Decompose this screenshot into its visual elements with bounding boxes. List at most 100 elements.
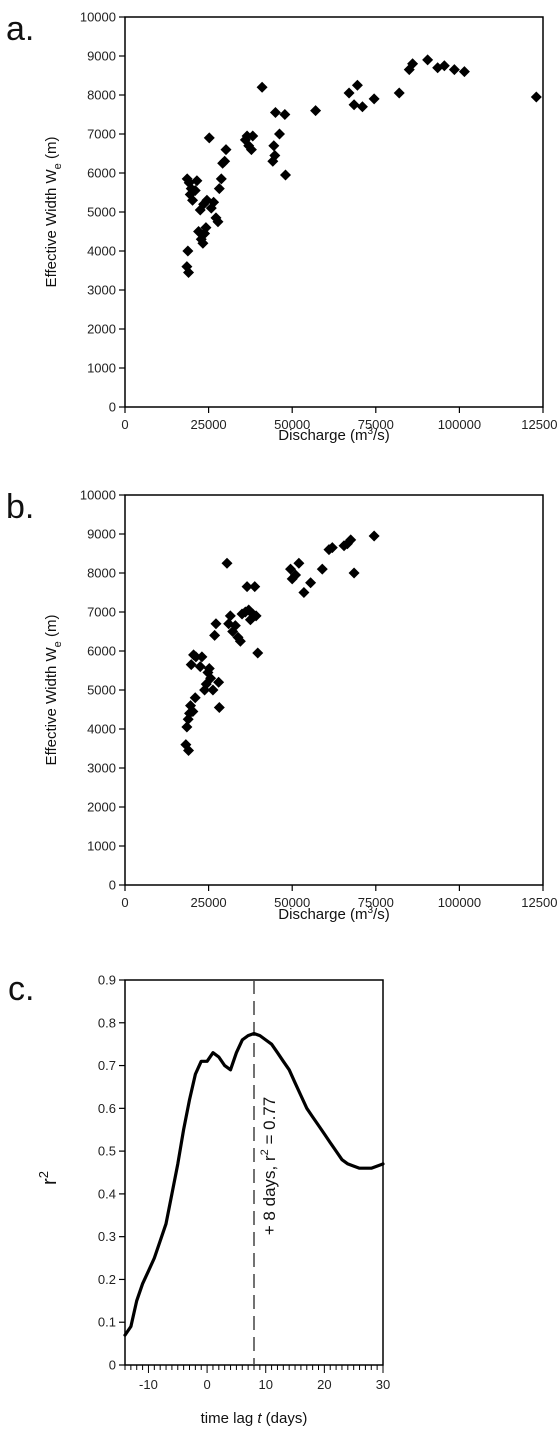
panel-b-data-point xyxy=(205,672,217,684)
panel-a-y-tick-label: 0 xyxy=(109,400,116,415)
panel-b-x-axis-label-sup: 3 xyxy=(367,905,373,916)
panel-b-data-point xyxy=(181,721,193,733)
panel-a-data-point xyxy=(458,66,470,78)
panel-c-x-axis-label-main: time lag xyxy=(201,1410,258,1427)
panel-a-data-point xyxy=(182,245,194,257)
panel-a-points xyxy=(181,54,542,278)
panel-c-peak-annotation-main: + 8 days, r xyxy=(260,1155,279,1235)
panel-c-x-tick-label: 0 xyxy=(203,1377,210,1392)
panel-a-y-tick-label: 9000 xyxy=(87,49,116,64)
panel-a-x-axis-label-tail: /s) xyxy=(373,427,390,444)
panel-a-y-axis-label: Effective Width We (m) xyxy=(43,137,64,288)
panel-a-data-point xyxy=(220,144,232,156)
panel-c-x-tick-label: 30 xyxy=(376,1377,390,1392)
panel-c-axes: 0 0.1 0.2 0.3 0.4 0.5 0.6 0.7 0.8 0.9 -10 0 10 20 30 xyxy=(98,973,390,1393)
panel-b-data-point xyxy=(368,530,380,542)
panel-b-data-point xyxy=(213,676,225,688)
panel-c-letter: c. xyxy=(8,970,34,1008)
panel-c-x-tick-label: -10 xyxy=(139,1377,158,1392)
panel-a-letter: a. xyxy=(6,10,34,48)
panel-b-x-axis-label-main: Discharge (m xyxy=(278,906,367,923)
panel-a-data-point xyxy=(310,105,322,117)
panel-a-data-point xyxy=(197,237,209,249)
panel-a-data-point xyxy=(356,101,368,113)
panel-a-x-tick-label: 25000 xyxy=(191,417,227,432)
panel-c-y-axis-label: r2 xyxy=(36,1171,61,1185)
panel-b-y-axis-label-sub: e xyxy=(52,641,64,647)
panel-b-data-point xyxy=(194,661,206,673)
panel-a-x-axis-label-sup: 3 xyxy=(367,426,373,437)
panel-b-data-point xyxy=(298,587,310,598)
panel-a-data-point xyxy=(215,173,227,185)
panel-b-data-point xyxy=(196,651,208,663)
panel-a-y-tick-label: 3000 xyxy=(87,283,116,298)
panel-a-data-point xyxy=(348,99,360,111)
panel-c-y-tick-label: 0.3 xyxy=(98,1229,116,1244)
panel-a-frame xyxy=(124,16,544,408)
panel-c-y-tick-label: 0.1 xyxy=(98,1315,116,1330)
panel-a-data-point xyxy=(530,91,542,103)
scatter-panel-a: a. 0 1000 2000 3000 4000 5000 6000 7000 8000 9000… xyxy=(6,10,558,445)
panel-b-y-axis-label-tail: (m) xyxy=(43,615,60,642)
panel-b-data-point xyxy=(326,542,338,554)
panel-a-data-point xyxy=(448,64,460,76)
panel-a-x-axis-label-main: Discharge (m xyxy=(278,427,367,444)
panel-b-data-point xyxy=(249,581,261,593)
panel-b-y-axis-label-main: Effective Width W xyxy=(43,647,60,766)
panel-b-y-tick-label: 8000 xyxy=(87,566,116,581)
line-panel-c: c. 0 0.1 0.2 0.3 0.4 0.5 0.6 0.7 0.8 0.9 -10 0 10 20 3… xyxy=(8,970,390,1427)
panel-c-x-axis-label-italic: t xyxy=(257,1410,262,1427)
panel-a-y-tick-label: 10000 xyxy=(80,10,116,25)
panel-a-data-point xyxy=(343,87,355,99)
panel-a-data-point xyxy=(268,140,280,152)
panel-a-y-tick-label: 1000 xyxy=(87,361,116,376)
panel-b-x-tick-label: 75000 xyxy=(358,895,394,910)
panel-a-data-point xyxy=(219,155,231,167)
panel-b-data-point xyxy=(210,618,222,630)
panel-a-y-tick-label: 5000 xyxy=(87,205,116,220)
panel-a-data-point xyxy=(273,128,285,140)
panel-b-data-point xyxy=(234,635,246,647)
panel-b-x-axis-label: Discharge (m3/s) xyxy=(278,905,389,923)
panel-b-y-tick-label: 3000 xyxy=(87,761,116,776)
panel-c-y-tick-label: 0.9 xyxy=(98,973,116,988)
panel-c-y-tick-label: 0.2 xyxy=(98,1272,116,1287)
panel-a-x-tick-label: 100000 xyxy=(438,417,481,432)
panel-a-y-tick-label: 4000 xyxy=(87,244,116,259)
panel-b-y-axis-label: Effective Width We (m) xyxy=(43,615,64,766)
panel-b-data-point xyxy=(189,692,201,704)
panel-b-data-point xyxy=(224,610,236,622)
panel-b-x-tick-label: 50000 xyxy=(274,895,310,910)
panel-c-y-tick-label: 0.4 xyxy=(98,1186,116,1201)
panel-b-y-tick-label: 9000 xyxy=(87,527,116,542)
panel-c-r2-series-line xyxy=(123,1031,385,1337)
panel-b-data-point xyxy=(290,569,302,581)
panel-a-x-tick-label: 0 xyxy=(121,417,128,432)
panel-b-y-tick-label: 2000 xyxy=(87,800,116,815)
panel-a-data-point xyxy=(187,194,199,206)
panel-a-data-point xyxy=(269,149,281,161)
panel-a-y-tick-label: 7000 xyxy=(87,127,116,142)
panel-b-data-point xyxy=(213,702,225,714)
panel-c-x-axis-label-tail: (days) xyxy=(262,1410,308,1427)
panel-a-data-point xyxy=(245,144,257,156)
panel-b-data-point xyxy=(348,567,360,579)
panel-b-y-tick-label: 1000 xyxy=(87,839,116,854)
panel-b-y-tick-label: 4000 xyxy=(87,722,116,737)
panel-a-data-point xyxy=(208,196,220,208)
panel-a-data-point xyxy=(200,222,212,234)
panel-b-data-point xyxy=(316,563,328,575)
panel-a-data-point xyxy=(422,54,434,66)
panel-c-y-tick-label: 0 xyxy=(109,1358,116,1373)
panel-a-data-point xyxy=(256,81,268,93)
panel-a-y-axis-label-main: Effective Width W xyxy=(43,169,60,288)
panel-b-y-tick-label: 0 xyxy=(109,878,116,893)
panel-a-data-point xyxy=(212,216,224,228)
panel-b-x-tick-label: 0 xyxy=(121,895,128,910)
panel-b-y-tick-label: 6000 xyxy=(87,644,116,659)
panel-a-x-tick-label: 125000 xyxy=(521,417,558,432)
panel-b-points xyxy=(180,530,380,756)
panel-b-x-tick-label: 125000 xyxy=(521,895,558,910)
